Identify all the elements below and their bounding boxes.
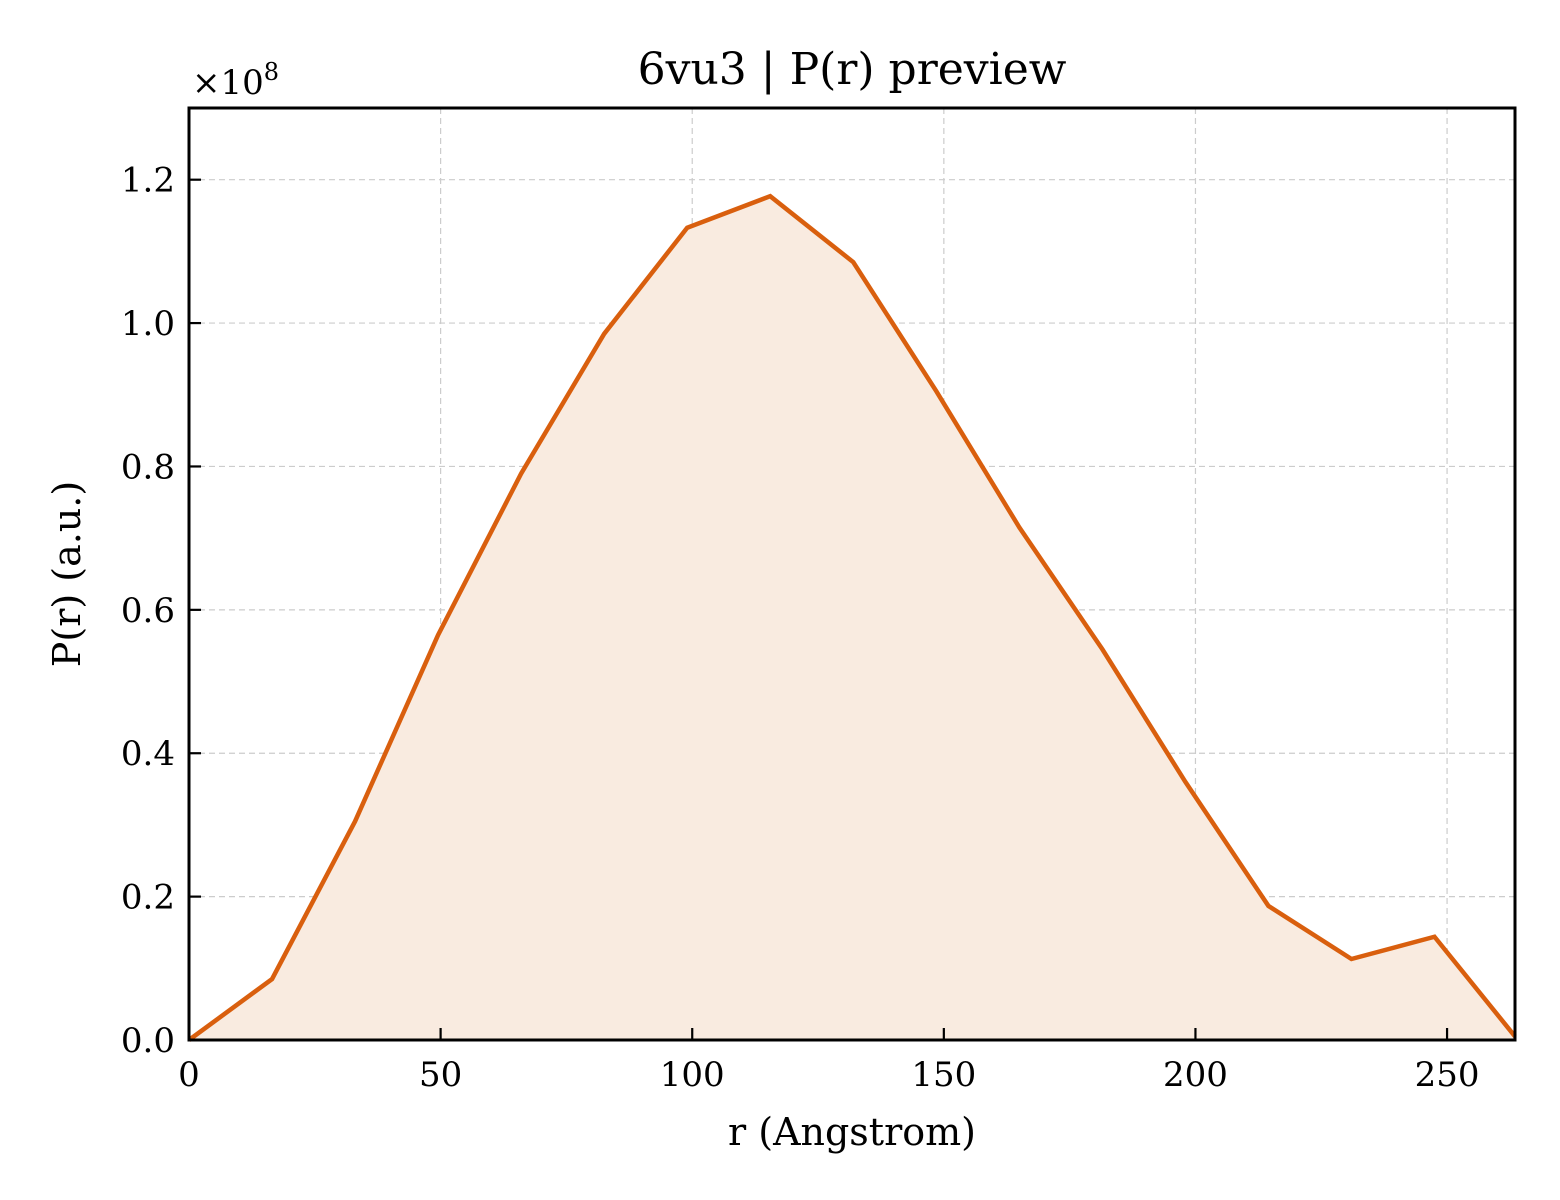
plot-frame (187, 106, 1517, 1042)
axis-ticks: 0 50 100 150 200 250 0.0 0.2 0.4 0.6 0.8 1.0 1.2 (121, 161, 1480, 1095)
chart-title: 6vu3 | P(r) preview (638, 44, 1067, 95)
y-axis-label: P(r) (a.u.) (45, 481, 89, 667)
y-multiplier-exponent: 8 (264, 58, 279, 86)
x-tick-label: 100 (660, 1055, 725, 1095)
y-tick-label: 0.6 (121, 591, 175, 631)
x-tick-label: 150 (911, 1055, 976, 1095)
series-fill-area (189, 196, 1515, 1041)
y-tick-label: 0.4 (121, 734, 175, 774)
y-multiplier-base: ×10 (192, 63, 264, 103)
y-tick-label: 1.0 (121, 304, 175, 344)
y-multiplier: ×108 (192, 58, 279, 103)
x-tick-label: 200 (1163, 1055, 1228, 1095)
x-tick-label: 0 (178, 1055, 200, 1095)
x-tick-label: 250 (1415, 1055, 1480, 1095)
y-tick-label: 0.2 (121, 878, 175, 918)
x-axis-label: r (Angstrom) (728, 1110, 976, 1154)
svg-text:×108: ×108 (192, 58, 279, 103)
x-tick-label: 50 (419, 1055, 462, 1095)
y-tick-label: 0.8 (121, 447, 175, 487)
y-tick-label: 1.2 (121, 161, 175, 201)
plot-area (187, 193, 1517, 1042)
y-tick-label: 0.0 (121, 1021, 175, 1061)
